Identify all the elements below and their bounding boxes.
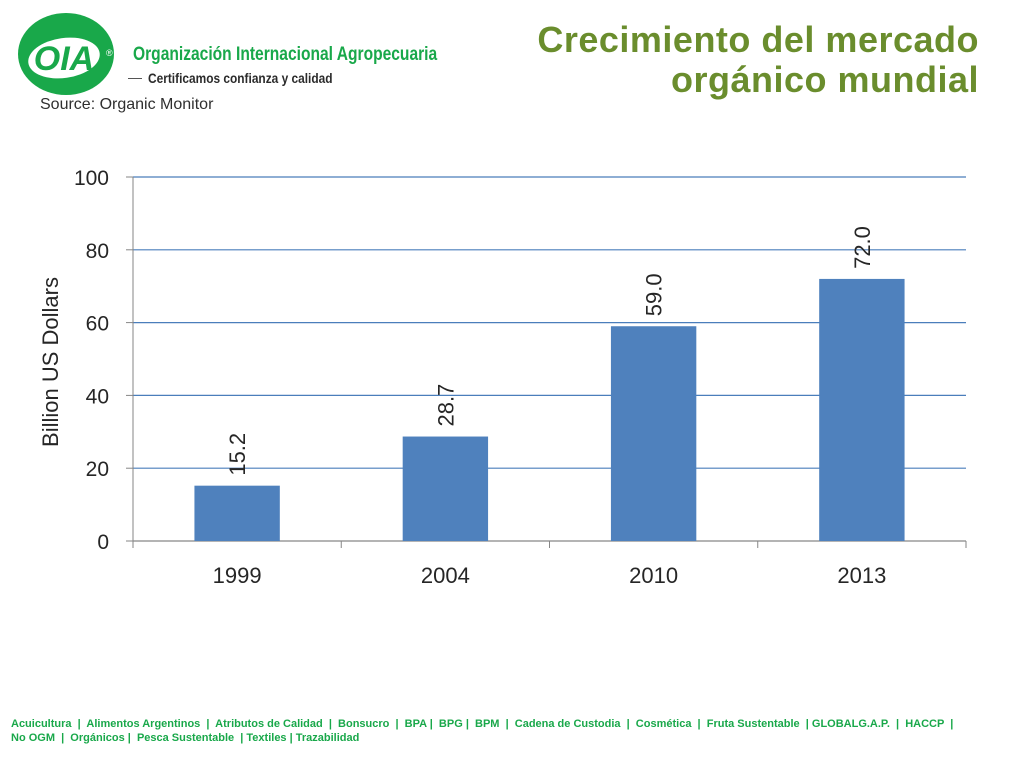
bar-2004 <box>402 436 489 541</box>
data-label-2004: 28.7 <box>433 384 458 427</box>
tagline-rule <box>128 77 142 79</box>
title-line-2: orgánico mundial <box>670 59 979 100</box>
data-label-1999: 15.2 <box>225 433 250 476</box>
y-tick-label: 80 <box>86 240 109 263</box>
footer-services: Acuicultura | Alimentos Argentinos | Atr… <box>11 717 1011 745</box>
x-tick-label: 1999 <box>213 563 262 588</box>
y-tick-label: 0 <box>97 531 109 554</box>
org-tagline-row: Certificamos confianza y calidad <box>128 70 504 86</box>
oia-logo: OIA ® <box>18 10 118 96</box>
logo-registered-mark: ® <box>106 48 113 58</box>
y-tick-label: 40 <box>86 385 109 408</box>
data-label-2013: 72.0 <box>850 226 875 269</box>
org-tagline: Certificamos confianza y calidad <box>148 70 333 86</box>
bar-chart: 0 20 40 60 80 100 1999 15.2 2004 28.7 2010 59.0 2013… <box>38 167 967 588</box>
logo-inner <box>28 37 100 79</box>
y-axis-title: Billion US Dollars <box>38 277 63 447</box>
bar-1999 <box>194 485 280 541</box>
y-tick-label: 100 <box>74 167 109 190</box>
bar-layer <box>194 278 905 541</box>
title-line-1: Crecimiento del mercado <box>537 19 979 60</box>
bar-2013 <box>819 278 905 541</box>
source-label: Source: Organic Monitor <box>40 96 214 113</box>
org-block: Organización Internacional Agropecuaria … <box>128 44 504 86</box>
x-tick-label: 2013 <box>837 563 886 588</box>
x-tick-label: 2010 <box>629 563 678 588</box>
org-name: Organización Internacional Agropecuaria <box>133 44 438 65</box>
footer-line-2: No OGM | Orgánicos | Pesca Sustentable |… <box>11 732 360 744</box>
x-tick-label: 2004 <box>421 563 470 588</box>
bar-2010 <box>610 326 697 541</box>
data-label-2010: 59.0 <box>642 273 667 316</box>
y-tick-label: 60 <box>86 313 109 336</box>
label-layer: 0 20 40 60 80 100 1999 15.2 2004 28.7 2010 59.0 2013… <box>74 167 886 588</box>
y-tick-label: 20 <box>86 458 109 481</box>
footer-line-1: Acuicultura | Alimentos Argentinos | Atr… <box>11 718 954 730</box>
logo-text: OIA <box>34 40 94 78</box>
slide-title: Crecimiento del mercado orgánico mundial <box>537 20 979 100</box>
